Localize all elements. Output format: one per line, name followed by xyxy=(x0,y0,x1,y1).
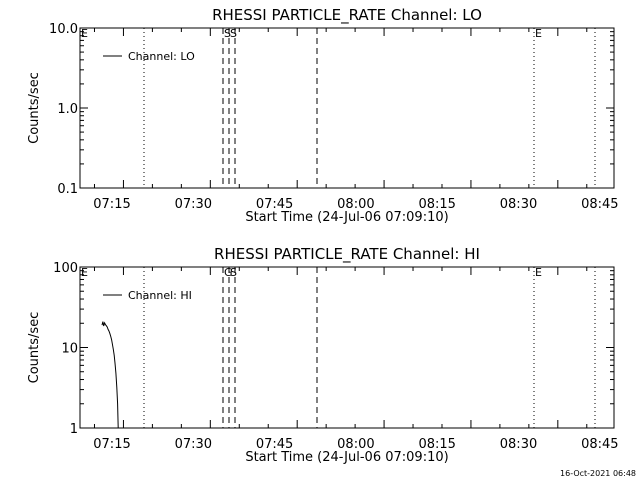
y-tick-label: 100 xyxy=(53,261,78,276)
series-line xyxy=(101,321,119,429)
x-tick-label: 07:30 xyxy=(175,437,212,452)
x-tick-label: 08:00 xyxy=(337,197,374,212)
legend-label: Channel: HI xyxy=(128,289,192,302)
x-tick-label: 08:45 xyxy=(581,437,618,452)
marker-label: S xyxy=(224,27,231,40)
x-tick-label: 08:15 xyxy=(418,437,455,452)
x-tick-label: 07:15 xyxy=(93,197,130,212)
x-tick-label: 07:15 xyxy=(93,437,130,452)
y-tick-label: 0.1 xyxy=(57,182,78,197)
y-axis-label: Counts/sec xyxy=(27,72,42,144)
x-tick-label: 07:45 xyxy=(256,197,293,212)
chart-title: RHESSI PARTICLE_RATE Channel: HI xyxy=(214,245,480,264)
x-tick-label: 08:30 xyxy=(500,197,537,212)
x-tick-label: 07:30 xyxy=(175,197,212,212)
y-tick-label: 10.0 xyxy=(49,22,78,37)
chart-panel-2: RHESSI PARTICLE_RATE Channel: HI 1 10 100 07… xyxy=(27,245,619,465)
corner-label: E xyxy=(81,266,88,279)
marker-label: E xyxy=(535,27,542,40)
x-tick-label: 08:15 xyxy=(418,197,455,212)
y-axis-label: Counts/sec xyxy=(27,312,42,384)
chart-panel-1: RHESSI PARTICLE_RATE Channel: LO 0.1 1.0 10… xyxy=(27,6,619,225)
x-tick-label: 08:30 xyxy=(500,437,537,452)
y-tick-label: 10 xyxy=(61,342,78,357)
y-tick-label: 1 xyxy=(70,422,78,437)
footer-timestamp: 16-Oct-2021 06:48 xyxy=(560,469,636,478)
y-tick-label: 1.0 xyxy=(57,102,78,117)
chart-title: RHESSI PARTICLE_RATE Channel: LO xyxy=(212,6,482,25)
x-tick-label: 08:45 xyxy=(581,197,618,212)
x-tick-label: 08:00 xyxy=(337,437,374,452)
marker-label: S xyxy=(230,266,237,279)
corner-label: E xyxy=(81,27,88,40)
marker-label: G xyxy=(224,266,233,279)
legend-label: Channel: LO xyxy=(128,50,195,63)
x-tick-label: 07:45 xyxy=(256,437,293,452)
marker-label: E xyxy=(535,266,542,279)
x-axis-label: Start Time (24-Jul-06 07:09:10) xyxy=(245,450,448,465)
x-axis-label: Start Time (24-Jul-06 07:09:10) xyxy=(245,210,448,225)
marker-label: S xyxy=(230,27,237,40)
